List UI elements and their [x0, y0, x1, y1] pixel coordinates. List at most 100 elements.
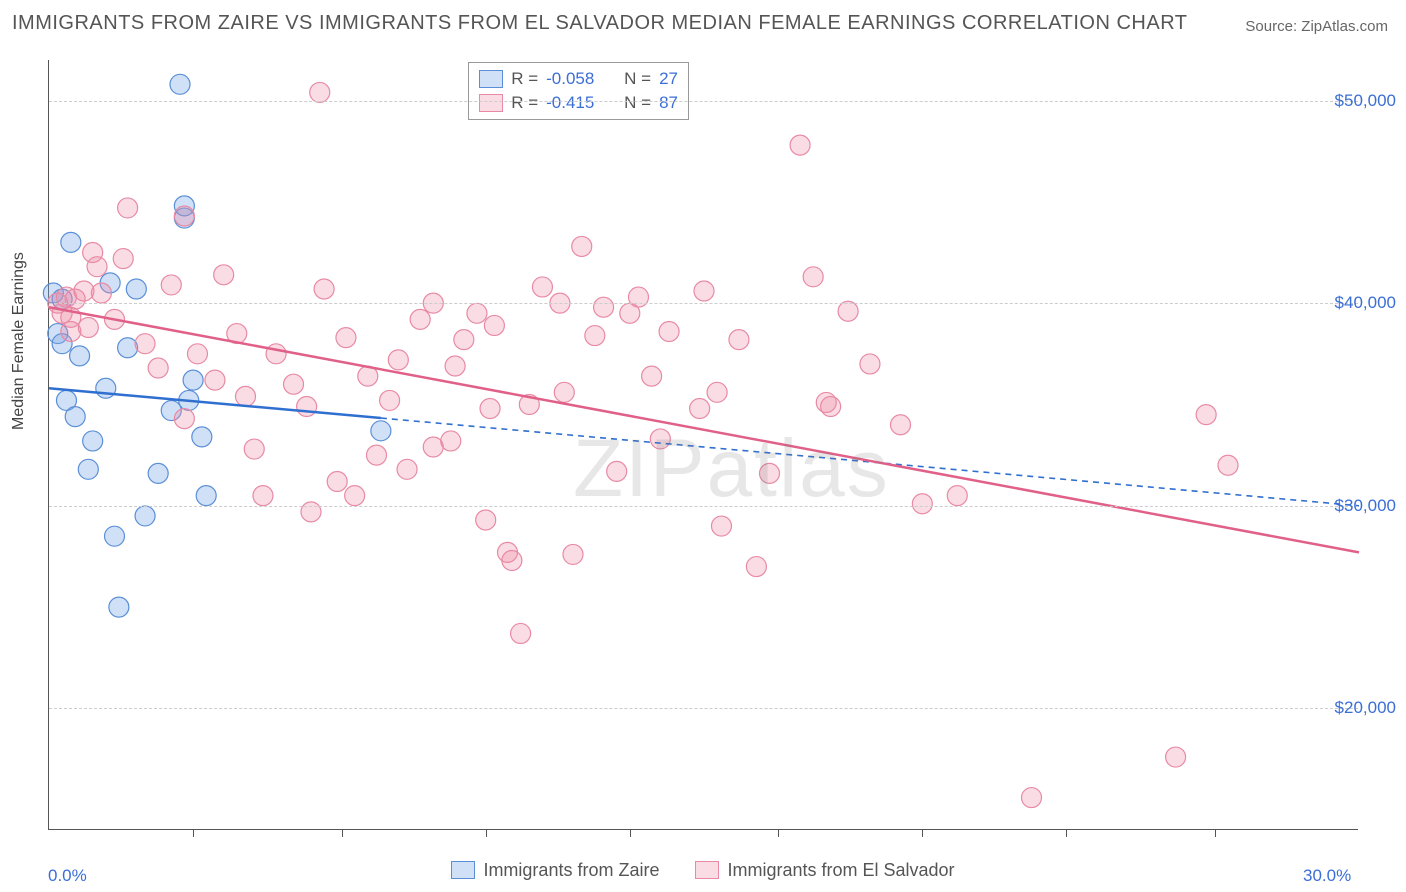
data-point — [380, 390, 400, 410]
r-label: R = — [511, 69, 538, 89]
data-point — [585, 326, 605, 346]
x-tick — [193, 829, 194, 837]
r-value: -0.415 — [546, 93, 604, 113]
data-point — [642, 366, 662, 386]
data-point — [196, 486, 216, 506]
data-point — [214, 265, 234, 285]
x-tick — [1215, 829, 1216, 837]
data-point — [729, 330, 749, 350]
data-point — [572, 236, 592, 256]
data-point — [148, 463, 168, 483]
data-point — [310, 82, 330, 102]
y-tick-label: $20,000 — [1335, 698, 1396, 718]
x-tick — [922, 829, 923, 837]
data-point — [454, 330, 474, 350]
data-point — [118, 338, 138, 358]
gridline — [49, 101, 1358, 102]
data-point — [594, 297, 614, 317]
data-point — [83, 431, 103, 451]
data-point — [860, 354, 880, 374]
data-point — [244, 439, 264, 459]
data-point — [327, 471, 347, 491]
data-point — [253, 486, 273, 506]
data-point — [912, 494, 932, 514]
data-point — [690, 399, 710, 419]
data-point — [314, 279, 334, 299]
data-point — [174, 409, 194, 429]
x-tick — [342, 829, 343, 837]
data-point — [760, 463, 780, 483]
data-point — [371, 421, 391, 441]
data-point — [891, 415, 911, 435]
gridline — [49, 708, 1358, 709]
data-point — [74, 281, 94, 301]
chart-title: IMMIGRANTS FROM ZAIRE VS IMMIGRANTS FROM… — [12, 12, 1188, 35]
legend-swatch — [479, 70, 503, 88]
n-value: 87 — [659, 93, 678, 113]
data-point — [711, 516, 731, 536]
n-label: N = — [624, 93, 651, 113]
legend-item: Immigrants from Zaire — [451, 860, 659, 881]
data-point — [205, 370, 225, 390]
legend-label: Immigrants from Zaire — [483, 860, 659, 881]
series-legend: Immigrants from Zaire Immigrants from El … — [0, 860, 1406, 885]
data-point — [70, 346, 90, 366]
data-point — [441, 431, 461, 451]
gridline — [49, 303, 1358, 304]
regression-line — [49, 307, 1359, 552]
data-point — [148, 358, 168, 378]
data-point — [607, 461, 627, 481]
data-point — [1196, 405, 1216, 425]
legend-row: R = -0.415 N = 87 — [479, 91, 678, 115]
data-point — [174, 206, 194, 226]
data-point — [554, 382, 574, 402]
data-point — [109, 597, 129, 617]
data-point — [821, 397, 841, 417]
data-point — [947, 486, 967, 506]
y-axis-label: Median Female Earnings — [10, 252, 28, 430]
legend-item: Immigrants from El Salvador — [695, 860, 954, 881]
data-point — [367, 445, 387, 465]
data-point — [236, 386, 256, 406]
data-point — [78, 317, 98, 337]
data-point — [484, 315, 504, 335]
legend-row: R =-0.058N =27 — [479, 67, 678, 91]
data-point — [790, 135, 810, 155]
legend-label: Immigrants from El Salvador — [727, 860, 954, 881]
data-point — [192, 427, 212, 447]
y-tick-label: $40,000 — [1335, 293, 1396, 313]
data-point — [410, 309, 430, 329]
data-point — [1166, 747, 1186, 767]
data-point — [87, 257, 107, 277]
data-point — [388, 350, 408, 370]
chart-container: IMMIGRANTS FROM ZAIRE VS IMMIGRANTS FROM… — [0, 0, 1406, 892]
r-label: R = — [511, 93, 538, 113]
data-point — [476, 510, 496, 530]
data-point — [480, 399, 500, 419]
data-point — [511, 623, 531, 643]
source-name: ZipAtlas.com — [1301, 18, 1388, 35]
data-point — [118, 198, 138, 218]
data-point — [563, 544, 583, 564]
x-tick — [630, 829, 631, 837]
data-point — [91, 283, 111, 303]
data-point — [1022, 788, 1042, 808]
data-point — [502, 551, 522, 571]
plot-svg — [49, 60, 1358, 829]
x-tick — [1066, 829, 1067, 837]
gridline — [49, 506, 1358, 507]
data-point — [659, 322, 679, 342]
data-point — [61, 322, 81, 342]
data-point — [838, 301, 858, 321]
correlation-legend: R =-0.058N =27R = -0.415 N = 87 — [468, 62, 689, 120]
data-point — [284, 374, 304, 394]
x-tick — [486, 829, 487, 837]
data-point — [445, 356, 465, 376]
data-point — [65, 407, 85, 427]
data-point — [78, 459, 98, 479]
data-point — [96, 378, 116, 398]
data-point — [135, 506, 155, 526]
data-point — [532, 277, 552, 297]
data-point — [336, 328, 356, 348]
data-point — [650, 429, 670, 449]
